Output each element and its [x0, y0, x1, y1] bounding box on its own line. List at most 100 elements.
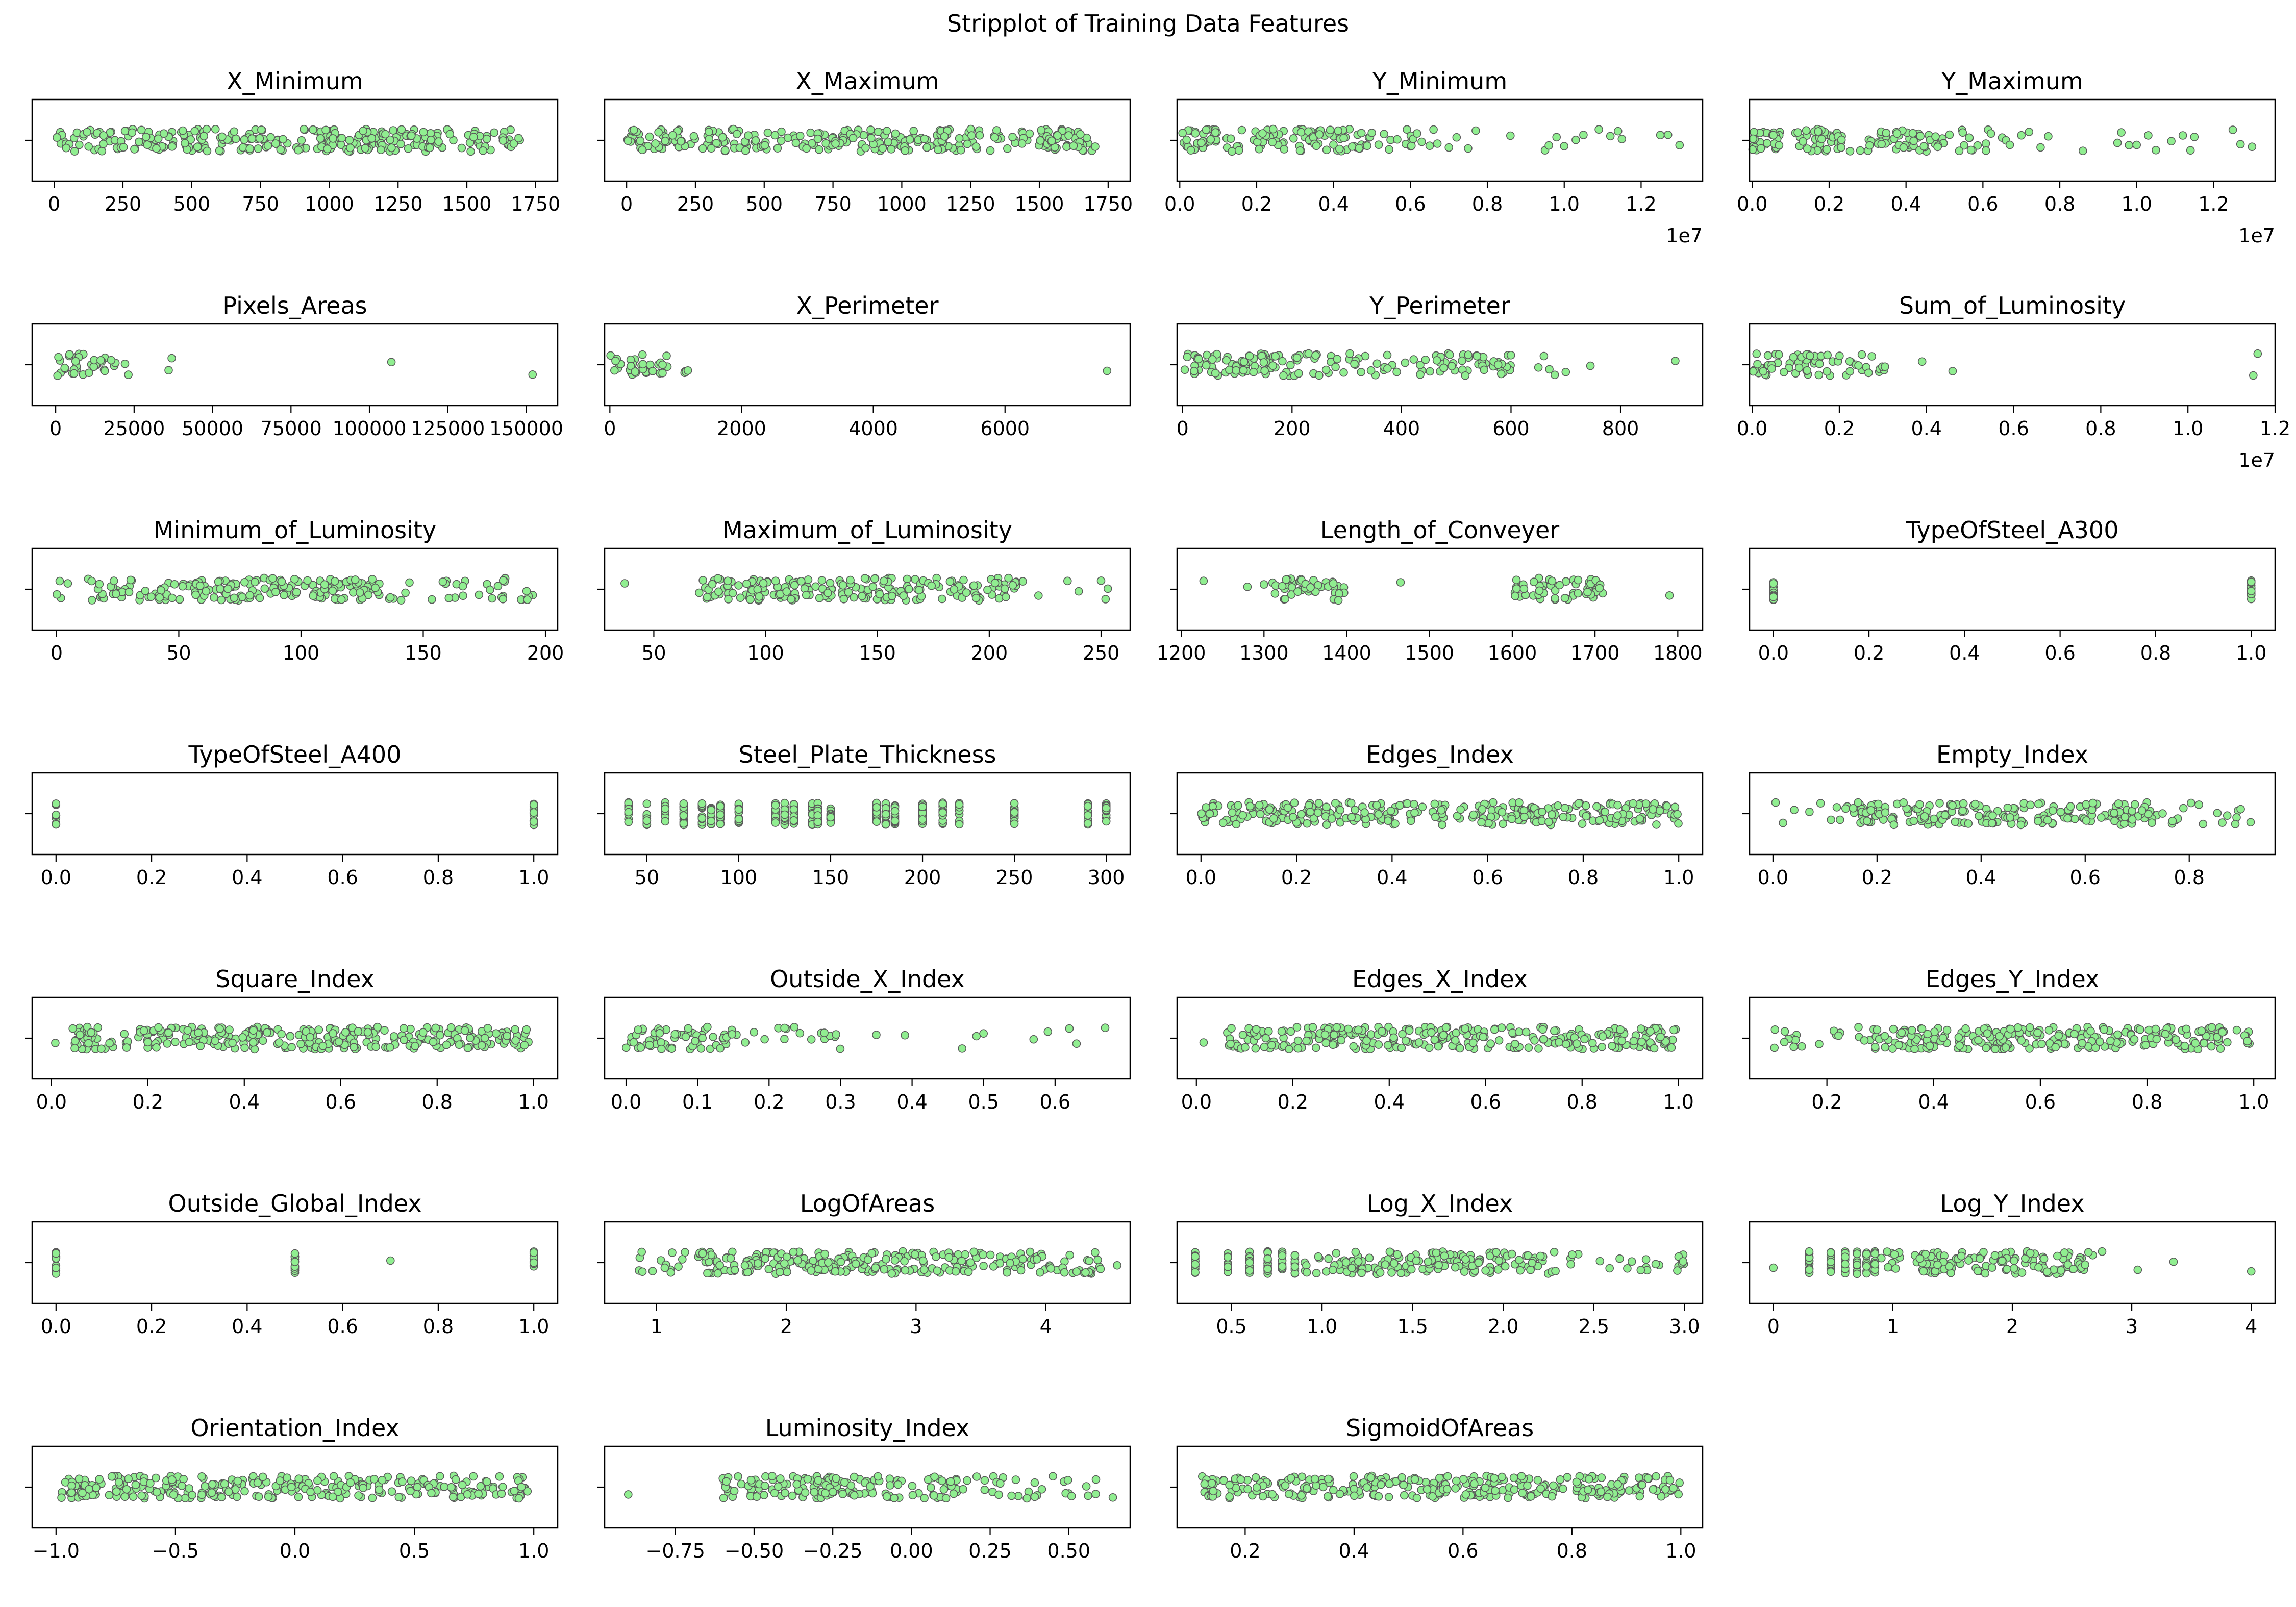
data-point: [1823, 367, 1831, 376]
data-point: [1461, 1024, 1469, 1033]
data-point: [795, 1028, 805, 1038]
data-point: [387, 358, 396, 367]
data-point: [87, 576, 96, 586]
data-point: [1378, 1027, 1386, 1036]
data-point: [879, 576, 888, 586]
data-point: [1363, 141, 1371, 150]
x-tick-label: 0.0: [1181, 1091, 1212, 1113]
data-point: [1332, 1023, 1341, 1032]
data-point: [1324, 1254, 1333, 1263]
data-point: [627, 362, 635, 371]
data-point: [247, 134, 257, 143]
data-point: [1805, 808, 1814, 816]
data-point: [660, 1263, 669, 1272]
data-point: [746, 595, 755, 604]
data-point: [703, 593, 712, 601]
data-point: [1552, 133, 1561, 142]
data-point: [2114, 799, 2123, 808]
data-point: [1674, 819, 1683, 828]
data-point: [1036, 1268, 1044, 1277]
data-point: [95, 580, 104, 589]
data-point: [2236, 805, 2245, 814]
data-point: [1606, 132, 1615, 141]
data-point: [1464, 350, 1473, 359]
data-point: [197, 1472, 206, 1481]
data-point: [1197, 138, 1206, 147]
data-point: [1043, 1027, 1053, 1036]
data-point: [716, 819, 725, 828]
data-point: [972, 1032, 981, 1041]
data-point: [1646, 1027, 1655, 1036]
x-tick-label: 1600: [1488, 642, 1537, 664]
x-tick-label: 0.4: [1918, 1091, 1949, 1113]
data-point: [120, 1492, 130, 1501]
data-point: [1063, 576, 1072, 586]
data-point: [498, 576, 508, 585]
x-tick-label: 0.3: [825, 1091, 856, 1113]
data-point: [1279, 371, 1288, 380]
data-point: [53, 590, 61, 599]
x-tick-label: 0.4: [232, 866, 262, 889]
data-point: [753, 585, 762, 594]
data-point: [1559, 813, 1568, 821]
data-point: [1815, 359, 1824, 368]
data-point: [1202, 125, 1211, 134]
x-tick-label: 1250: [946, 193, 995, 215]
data-point: [901, 1031, 909, 1040]
data-point: [1964, 819, 1973, 828]
data-point: [900, 1257, 909, 1266]
data-point: [92, 1483, 101, 1492]
data-point: [661, 136, 670, 145]
data-point: [429, 1038, 438, 1046]
data-point: [263, 141, 272, 150]
data-point: [2231, 820, 2240, 828]
data-point: [1346, 798, 1356, 808]
data-point: [474, 1490, 483, 1498]
x-tick-label: 1.2: [1626, 193, 1656, 215]
x-tick-label: 100000: [333, 417, 407, 440]
data-point: [777, 136, 786, 145]
data-point: [1205, 810, 1214, 818]
data-point: [146, 1479, 155, 1488]
data-point: [459, 591, 467, 600]
data-point: [1882, 129, 1891, 137]
data-point: [1269, 124, 1278, 134]
data-point: [1975, 812, 1983, 820]
data-point: [442, 1040, 451, 1049]
data-point: [1883, 1247, 1891, 1256]
data-point: [658, 360, 667, 369]
data-point: [1790, 806, 1799, 814]
data-point: [389, 126, 397, 135]
data-point: [1805, 1247, 1814, 1256]
data-point: [240, 1043, 249, 1052]
data-point: [316, 134, 325, 143]
data-point: [386, 1043, 394, 1052]
data-point: [887, 591, 896, 600]
data-point: [1759, 367, 1768, 376]
data-point: [726, 1254, 735, 1263]
x-tick-label: 0.0: [1737, 417, 1767, 440]
data-point: [698, 1034, 707, 1042]
data-point: [1313, 808, 1322, 817]
x-tick-label: 200: [971, 642, 1008, 664]
data-point: [1461, 371, 1470, 380]
data-point: [1074, 587, 1083, 596]
x-tick-label: 1.0: [1663, 1091, 1694, 1113]
x-tick-label: 3: [910, 1315, 922, 1338]
data-point: [1667, 1043, 1676, 1052]
data-point: [2120, 813, 2130, 821]
data-point: [511, 1025, 519, 1034]
data-point: [636, 136, 645, 145]
data-point: [52, 799, 61, 808]
data-point: [1101, 595, 1110, 604]
data-point: [1539, 351, 1549, 361]
x-tick-label: 150000: [489, 417, 563, 440]
data-point: [1673, 810, 1682, 819]
data-point: [1409, 355, 1418, 364]
data-point: [1278, 1251, 1287, 1260]
data-point: [354, 1027, 363, 1036]
data-point: [63, 579, 72, 588]
data-point: [771, 801, 780, 810]
